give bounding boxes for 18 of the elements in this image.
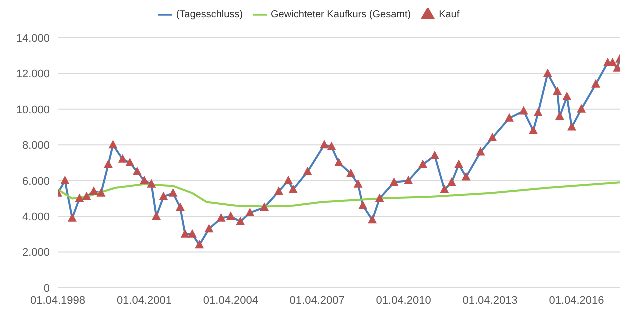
y-tick-label: 10.000: [16, 104, 50, 116]
y-tick-label: 14.000: [16, 32, 50, 45]
x-tick-label: 01.04.1998: [30, 294, 86, 307]
legend-label: Gewichteter Kaufkurs (Gesamt): [271, 10, 412, 21]
legend-label: (Tagesschluss): [176, 10, 244, 21]
y-tick-label: 6.000: [22, 176, 50, 188]
x-tick-label: 01.04.2010: [376, 294, 432, 307]
y-tick-label: 8.000: [22, 140, 50, 152]
y-tick-label: 0: [44, 282, 50, 295]
legend-label: Kauf: [439, 10, 460, 21]
y-tick-label: 12.000: [16, 68, 50, 81]
x-tick-label: 01.04.2001: [116, 294, 172, 307]
x-tick-label: 01.04.2007: [290, 294, 345, 307]
x-tick-label: 01.04.2013: [462, 294, 518, 307]
x-tick-label: 01.04.2016: [549, 294, 604, 307]
x-tick-label: 01.04.2004: [203, 294, 258, 307]
y-tick-label: 2.000: [22, 247, 50, 260]
y-tick-label: 4.000: [22, 211, 50, 224]
